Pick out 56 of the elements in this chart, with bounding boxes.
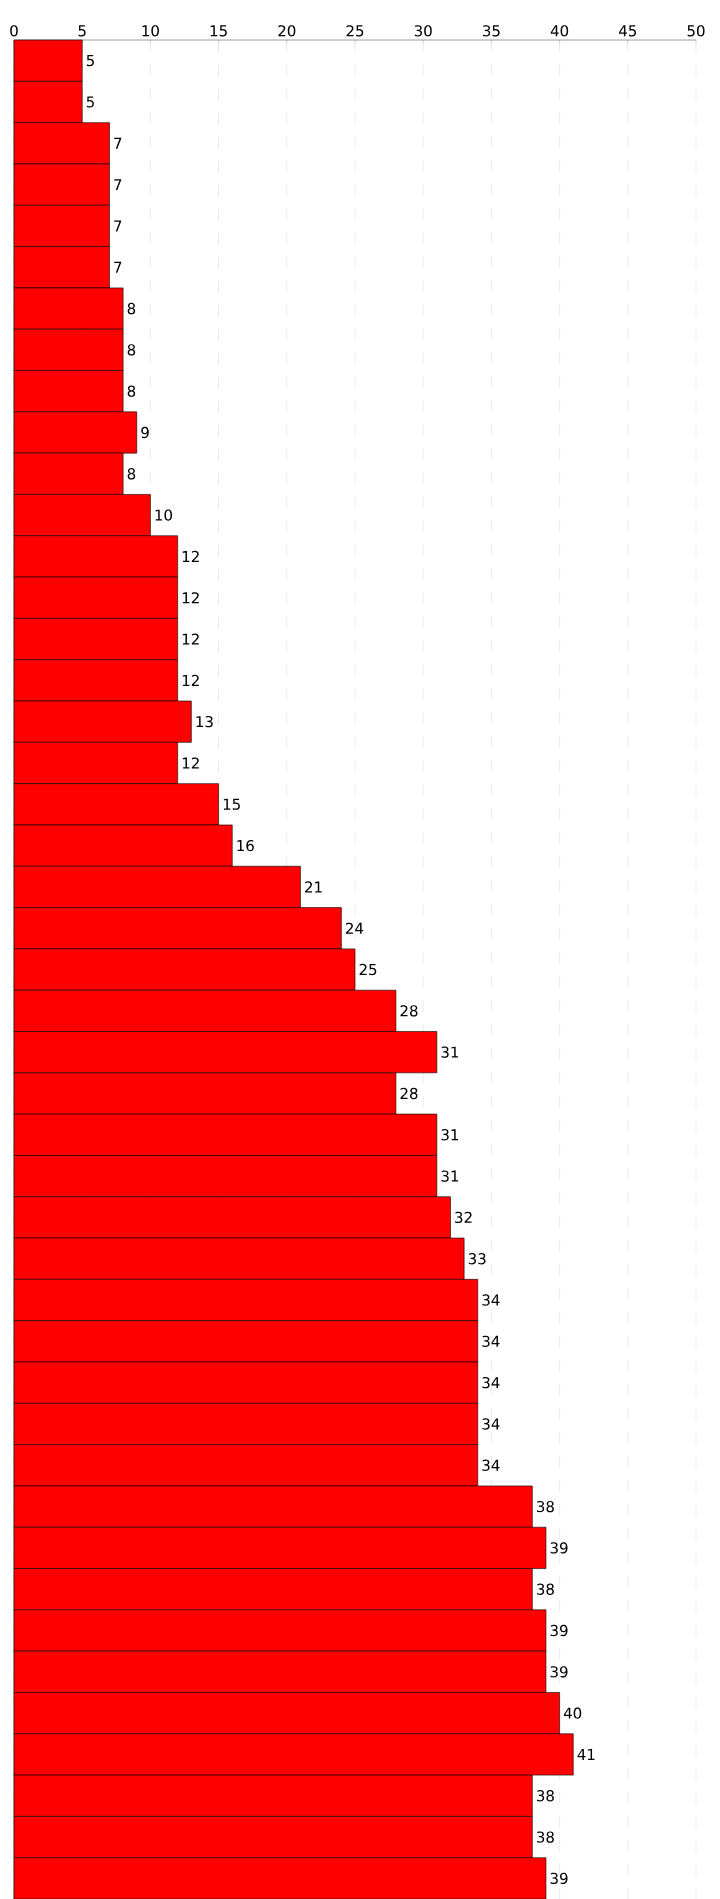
- data-label: 12: [182, 633, 199, 645]
- data-label: 13: [196, 715, 213, 728]
- x-tick-label: 50: [687, 25, 705, 37]
- data-label: 12: [182, 757, 199, 769]
- data-label: 5: [86, 55, 94, 67]
- x-tick-label: 35: [483, 25, 500, 37]
- data-label: 33: [468, 1253, 486, 1265]
- data-label: 12: [182, 550, 199, 562]
- data-label: 34: [482, 1418, 500, 1430]
- data-label: 12: [182, 674, 199, 686]
- data-label: 8: [127, 302, 136, 315]
- data-label: 16: [237, 839, 254, 852]
- x-tick-label: 5: [78, 25, 86, 37]
- data-label: 38: [536, 1583, 554, 1595]
- data-label: 7: [114, 137, 122, 149]
- data-label: 38: [536, 1790, 554, 1802]
- data-label: 9: [141, 426, 149, 439]
- x-tick-label: 15: [210, 25, 227, 37]
- data-label: 40: [563, 1707, 582, 1719]
- data-label: 7: [114, 261, 122, 273]
- data-label: 12: [182, 592, 199, 604]
- data-label: 38: [536, 1500, 554, 1513]
- data-label: 38: [536, 1831, 554, 1843]
- data-label: 25: [359, 963, 377, 976]
- data-label: 31: [441, 1129, 459, 1141]
- data-label: 39: [550, 1872, 568, 1885]
- x-tick-label: 10: [142, 25, 159, 37]
- x-tick-label: 45: [619, 25, 637, 37]
- x-tick-label: 40: [550, 25, 569, 37]
- data-label: 34: [482, 1376, 500, 1389]
- data-label: 32: [455, 1211, 472, 1224]
- data-label: 31: [441, 1046, 459, 1058]
- data-label: 34: [482, 1335, 500, 1348]
- x-tick-label: 20: [278, 25, 296, 37]
- data-label: 21: [305, 881, 322, 893]
- data-label: 39: [550, 1624, 568, 1637]
- data-label: 28: [400, 1087, 418, 1100]
- x-tick-label: 30: [414, 25, 432, 37]
- x-tick-label: 25: [346, 25, 364, 37]
- data-label: 28: [400, 1005, 418, 1017]
- data-label: 39: [550, 1666, 568, 1678]
- data-label: 39: [550, 1542, 568, 1554]
- data-label: 8: [127, 385, 136, 397]
- data-label: 7: [114, 220, 122, 232]
- data-label: 34: [482, 1459, 500, 1471]
- data-label: 31: [441, 1170, 459, 1182]
- data-label: 24: [345, 922, 364, 934]
- data-label: 7: [114, 179, 122, 191]
- data-label: 15: [223, 798, 240, 810]
- data-label: 41: [577, 1748, 595, 1760]
- data-label: 8: [127, 344, 136, 356]
- data-label: 34: [482, 1294, 500, 1306]
- data-label: 10: [155, 509, 173, 521]
- data-label: 5: [86, 96, 94, 108]
- x-tick-label: 0: [10, 25, 18, 37]
- data-label: 8: [127, 468, 136, 480]
